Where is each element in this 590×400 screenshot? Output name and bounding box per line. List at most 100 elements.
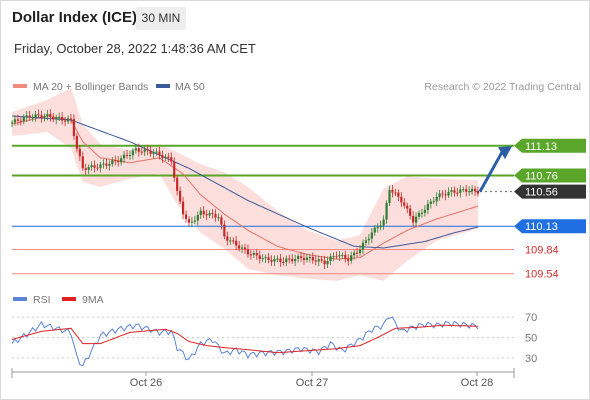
candle-body	[229, 240, 232, 242]
copyright-label: Research © 2022 Trading Central	[424, 81, 581, 93]
candle-body	[473, 188, 477, 191]
bollinger-band-area	[12, 87, 478, 281]
candle-body	[414, 216, 418, 223]
candle-body	[220, 217, 223, 225]
rsi-tick-30: 30	[525, 353, 537, 365]
rsi-tick-70: 70	[525, 312, 537, 324]
candle-body	[355, 252, 359, 254]
candle-body	[58, 116, 61, 118]
candle-body	[450, 190, 453, 192]
candle-body	[279, 258, 282, 262]
candle-body	[46, 114, 49, 117]
rsi-tick-50: 50	[525, 332, 537, 344]
candle-body	[397, 192, 400, 197]
level-label-111.13: 111.13	[525, 141, 557, 153]
level-label-109.84: 109.84	[525, 245, 559, 257]
level-label-110.76: 110.76	[525, 171, 558, 183]
candle-body	[208, 213, 211, 216]
candle-body	[176, 177, 179, 191]
candles-layer	[10, 109, 480, 269]
arrow-shaft	[478, 151, 504, 193]
candle-body	[179, 190, 182, 202]
candle-body	[385, 202, 388, 220]
candle-body	[117, 160, 120, 163]
candle-body	[367, 238, 370, 241]
candle-body	[164, 156, 167, 159]
candle-body	[238, 245, 241, 249]
candle-body	[423, 209, 427, 213]
candle-body	[25, 115, 28, 118]
candle-body	[34, 114, 37, 118]
datetime-label: Friday, October 28, 2022 1:48:36 AM CET	[14, 41, 256, 56]
candle-body	[447, 191, 450, 196]
candle-body	[96, 167, 99, 169]
candle-body	[320, 259, 323, 261]
ma50-legend-swatch	[156, 84, 170, 88]
candle-body	[468, 191, 471, 193]
candle-body	[75, 135, 78, 149]
candle-body	[125, 154, 129, 156]
timeframe-badge[interactable]: 30 MIN	[136, 7, 186, 30]
candle-body	[37, 114, 40, 116]
candle-body	[308, 257, 311, 259]
candle-body	[417, 212, 421, 217]
candle-body	[347, 258, 350, 261]
candle-body	[134, 148, 137, 151]
candle-body	[146, 149, 149, 151]
candle-body	[329, 256, 332, 262]
candle-body	[211, 213, 214, 215]
candle-body	[243, 247, 247, 250]
candle-body	[435, 196, 438, 202]
candle-body	[282, 261, 285, 263]
candle-body	[350, 255, 353, 261]
candle-body	[412, 215, 415, 223]
candle-body	[55, 117, 58, 120]
candle-body	[217, 217, 220, 219]
candle-body	[361, 242, 365, 250]
level-tag-111.13	[514, 138, 586, 153]
candle-body	[388, 189, 391, 203]
ma20-legend-swatch	[13, 84, 27, 88]
candle-body	[270, 259, 273, 262]
candle-body	[149, 150, 152, 154]
candle-body	[409, 208, 412, 216]
candle-body	[19, 120, 22, 122]
candle-body	[438, 193, 441, 197]
candle-body	[240, 247, 244, 249]
arrow-head	[498, 146, 512, 160]
candle-body	[143, 149, 146, 152]
candle-body	[173, 161, 176, 178]
candle-body	[314, 260, 317, 262]
x-tick-label: Oct 26	[130, 377, 162, 389]
candle-body	[344, 254, 347, 259]
candle-body	[202, 210, 205, 215]
level-tag-110.76	[514, 168, 586, 183]
candle-body	[288, 258, 291, 260]
candle-body	[10, 122, 14, 124]
candle-body	[459, 189, 462, 193]
x-tick-label: Oct 28	[461, 377, 493, 389]
candle-body	[264, 257, 267, 259]
candle-body	[382, 219, 385, 226]
candle-body	[78, 148, 81, 157]
candle-body	[93, 165, 96, 168]
candle-body	[158, 151, 161, 156]
candle-body	[429, 201, 432, 204]
candle-body	[276, 258, 279, 260]
candle-body	[161, 155, 164, 159]
candle-body	[267, 257, 270, 260]
candle-body	[99, 164, 102, 168]
candle-body	[465, 189, 468, 192]
candle-body	[223, 224, 226, 237]
candle-body	[184, 214, 188, 220]
candle-body	[432, 201, 435, 203]
candle-body	[155, 151, 158, 153]
level-labels: 111.13 110.76 110.56 110.13 109.84 109.54	[514, 138, 586, 281]
candle-body	[373, 227, 376, 233]
level-label-110.56: 110.56	[525, 187, 558, 199]
candle-body	[471, 188, 474, 192]
candle-body	[403, 202, 406, 206]
candle-body	[90, 165, 93, 168]
ma50-line	[11, 115, 479, 249]
candle-body	[52, 116, 55, 120]
